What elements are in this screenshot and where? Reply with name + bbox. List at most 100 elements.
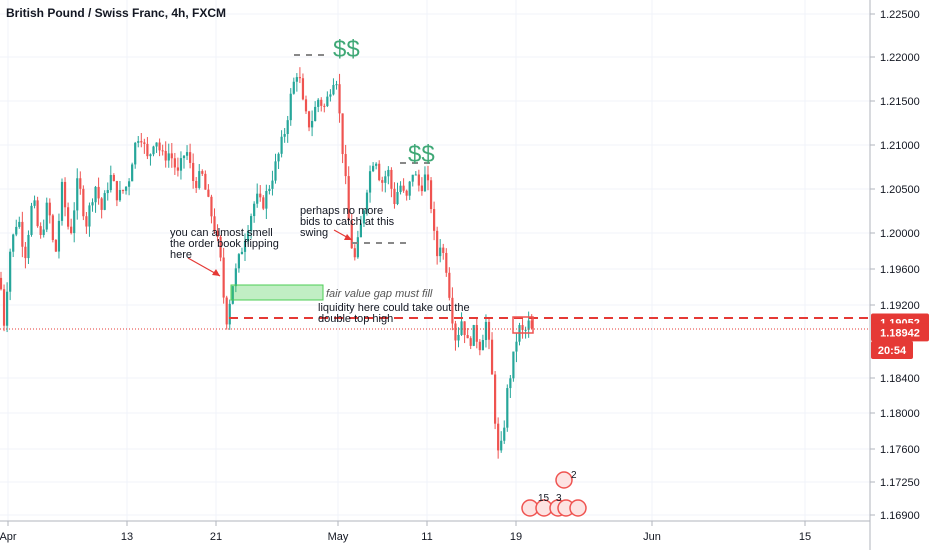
- x-axis-ticks: Apr 13 21 May 11 19 Jun 15: [0, 521, 811, 543]
- candle-body: [390, 169, 393, 189]
- candle-body: [182, 155, 186, 159]
- candle-body: [143, 142, 146, 144]
- y-tick-label: 1.19600: [880, 264, 920, 276]
- candle-body: [274, 161, 277, 181]
- candle-body: [48, 202, 51, 216]
- candle-body: [54, 239, 57, 252]
- candle-body: [317, 99, 320, 107]
- candle-body: [240, 251, 244, 255]
- candle-body: [445, 252, 448, 273]
- candle-body: [475, 325, 478, 342]
- candle-body: [411, 174, 414, 182]
- event-count-15: 15: [538, 493, 550, 504]
- candle-body: [57, 220, 61, 252]
- y-tick-label: 1.21000: [880, 140, 920, 152]
- candle-body: [131, 164, 134, 182]
- candle-body: [332, 84, 335, 95]
- candle-body: [500, 440, 503, 451]
- note-fair-value-gap: fair value gap must fill: [326, 288, 433, 300]
- candle-body: [243, 241, 247, 252]
- candle-body: [457, 334, 460, 341]
- candle-body: [134, 142, 137, 165]
- candle-body: [161, 150, 164, 152]
- y-axis-ticks: 1.22500 1.22000 1.21500 1.21000 1.20500 1.200…: [870, 9, 920, 522]
- fair-value-gap-box[interactable]: [230, 284, 324, 301]
- candle-body: [381, 180, 384, 183]
- candle-body: [338, 84, 341, 114]
- candle-body: [112, 174, 115, 182]
- candle-body: [433, 209, 436, 231]
- candle-body: [73, 210, 76, 234]
- event-badge-2[interactable]: 2: [555, 470, 577, 489]
- candle-body: [137, 141, 140, 143]
- candle-body: [228, 303, 231, 325]
- candle-body: [39, 226, 42, 235]
- flip-arrow-head: [212, 269, 220, 276]
- candle-body: [259, 193, 262, 198]
- candle-body: [94, 186, 97, 203]
- note-bids-line-1: perhaps no more: [300, 205, 383, 217]
- candle-body: [234, 268, 237, 287]
- candle-body: [314, 106, 317, 121]
- candle-body: [323, 105, 326, 107]
- candle-body: [60, 181, 64, 221]
- candle-body: [304, 99, 308, 112]
- candle-body: [149, 154, 152, 157]
- candle-body: [118, 190, 122, 201]
- candle-body: [393, 188, 396, 205]
- candle-body: [231, 286, 234, 304]
- candle-body: [420, 185, 423, 192]
- price-label-bg: [871, 340, 913, 359]
- candle-body: [454, 323, 457, 341]
- candle-body: [24, 246, 27, 259]
- candle-body: [365, 192, 369, 211]
- candle-body: [478, 341, 481, 351]
- candle-body: [225, 297, 228, 325]
- candle-body: [509, 378, 512, 389]
- y-tick-label: 1.22000: [880, 52, 920, 64]
- candle-body: [18, 221, 21, 227]
- candle-body: [448, 272, 451, 298]
- candle-body: [335, 84, 338, 86]
- candle-body: [173, 158, 176, 168]
- candle-body: [27, 234, 30, 259]
- candle-body: [362, 210, 366, 224]
- candle-body: [155, 142, 158, 147]
- candle-body: [268, 188, 271, 191]
- candle-body: [484, 321, 488, 341]
- candle-body: [85, 216, 88, 227]
- candle-body: [250, 216, 253, 231]
- event-count-2: 2: [571, 470, 577, 481]
- candle-body: [12, 234, 15, 252]
- candle-body: [378, 163, 381, 181]
- candle-body: [429, 180, 433, 210]
- candle-body: [176, 167, 179, 171]
- candle-body: [213, 216, 216, 231]
- candle-body: [353, 248, 356, 258]
- candle-body: [408, 181, 411, 196]
- event-count-3: 3: [556, 493, 562, 504]
- candle-body: [387, 169, 390, 177]
- candle-body: [33, 200, 36, 206]
- event-badge-group[interactable]: 15 3: [521, 493, 587, 517]
- candle-body: [524, 329, 527, 331]
- candle-body: [237, 254, 240, 269]
- candle-body: [280, 136, 283, 154]
- candle-body: [97, 186, 100, 199]
- y-tick-label: 1.20000: [880, 228, 920, 240]
- candle-body: [76, 178, 79, 211]
- candle-body: [51, 215, 54, 240]
- candle-body: [307, 111, 311, 128]
- candle-body: [45, 202, 48, 230]
- candle-body: [115, 181, 118, 201]
- candle-body: [301, 78, 305, 100]
- chart-title: British Pound / Swiss Franc, 4h, FXCM: [6, 6, 226, 20]
- candle-body: [36, 200, 39, 227]
- x-tick-label: 15: [799, 531, 811, 543]
- y-tick-label: 1.17250: [880, 477, 920, 489]
- candle-body: [164, 150, 167, 161]
- candle-body: [140, 141, 143, 143]
- highlight-box[interactable]: [512, 316, 534, 334]
- candle-body: [222, 257, 225, 298]
